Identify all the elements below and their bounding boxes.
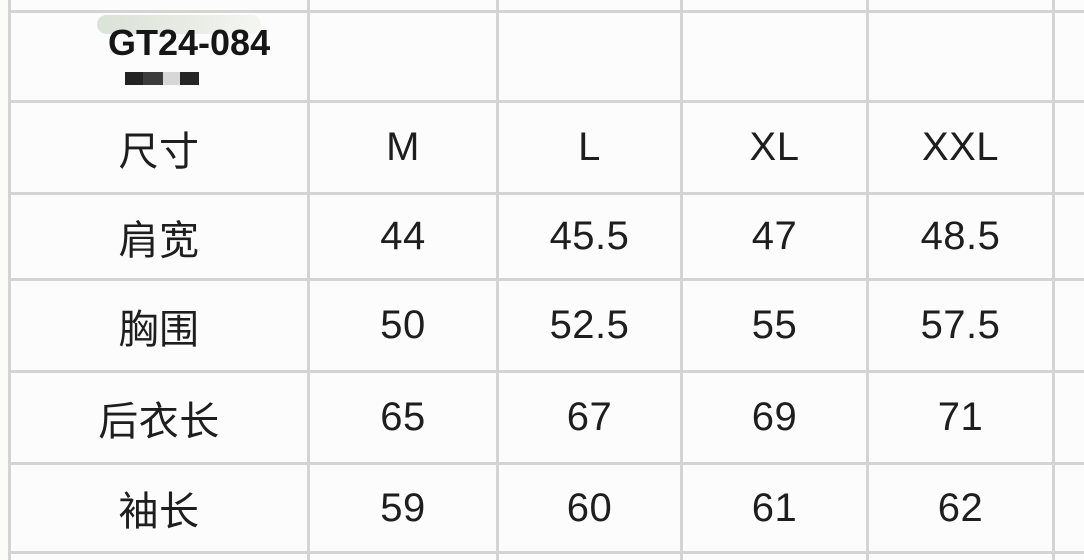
table-cell	[310, 13, 496, 100]
table-cell	[683, 554, 866, 560]
product-code: GT24-084	[108, 22, 271, 63]
column-header-l: L	[499, 103, 680, 192]
table-cell	[1055, 281, 1084, 370]
table-cell: 45.5	[499, 195, 680, 278]
redaction-segment	[125, 72, 143, 85]
redaction-segment	[180, 72, 199, 85]
table-cell	[499, 13, 680, 100]
product-code-cell: GT24-084	[11, 13, 307, 100]
highlighter-mark	[97, 15, 261, 34]
redaction-segment	[143, 72, 163, 85]
table-cell	[869, 0, 1052, 10]
table-cell: 61	[683, 465, 866, 551]
table-cell: 57.5	[869, 281, 1052, 370]
table-cell: 47	[683, 195, 866, 278]
table-cell: 48.5	[869, 195, 1052, 278]
table-cell: 62	[869, 465, 1052, 551]
table-cell: 67	[499, 373, 680, 462]
table-cell	[869, 554, 1052, 560]
table-cell	[683, 13, 866, 100]
table-cell: 50	[310, 281, 496, 370]
table-cell: 65	[310, 373, 496, 462]
table-cell	[11, 554, 307, 560]
table-cell	[1055, 13, 1084, 100]
column-header-xl: XL	[683, 103, 866, 192]
table-cell	[1055, 554, 1084, 560]
table-cell	[869, 13, 1052, 100]
table-cell	[1055, 373, 1084, 462]
size-table: GT24-084 尺寸 M L XL XXL 肩宽 44 45.5 47 48.…	[8, 0, 1084, 560]
column-header-xxl: XXL	[869, 103, 1052, 192]
row-label-chest: 胸围	[11, 281, 307, 370]
table-cell: 55	[683, 281, 866, 370]
table-cell	[1055, 103, 1084, 192]
row-label-shoulder-width: 肩宽	[11, 195, 307, 278]
table-cell: 52.5	[499, 281, 680, 370]
table-cell	[1055, 0, 1084, 10]
table-cell: 44	[310, 195, 496, 278]
row-label-back-length: 后衣长	[11, 373, 307, 462]
table-cell: 71	[869, 373, 1052, 462]
row-label-sleeve-length: 袖长	[11, 465, 307, 551]
table-cell	[310, 0, 496, 10]
table-cell: 60	[499, 465, 680, 551]
table-cell	[499, 554, 680, 560]
table-cell: 69	[683, 373, 866, 462]
table-cell	[683, 0, 866, 10]
table-cell	[1055, 195, 1084, 278]
redaction-bar	[125, 72, 199, 85]
redaction-segment	[163, 72, 180, 85]
table-cell	[310, 554, 496, 560]
column-header-m: M	[310, 103, 496, 192]
table-cell	[1055, 465, 1084, 551]
table-cell	[499, 0, 680, 10]
table-cell	[11, 0, 307, 10]
table-cell: 59	[310, 465, 496, 551]
column-header-size: 尺寸	[11, 103, 307, 192]
